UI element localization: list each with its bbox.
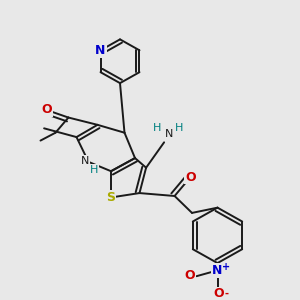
Text: O: O <box>213 287 224 300</box>
Text: O: O <box>184 269 195 282</box>
Text: N: N <box>95 44 106 57</box>
Text: N: N <box>164 129 173 139</box>
Text: O: O <box>185 170 196 184</box>
Text: O: O <box>41 103 52 116</box>
Text: H: H <box>175 123 183 133</box>
Text: S: S <box>106 191 116 204</box>
Text: -: - <box>224 289 229 299</box>
Text: N: N <box>81 156 89 166</box>
Text: H: H <box>153 123 162 133</box>
Text: H: H <box>90 165 98 175</box>
Text: +: + <box>222 262 231 272</box>
Text: N: N <box>212 264 223 277</box>
